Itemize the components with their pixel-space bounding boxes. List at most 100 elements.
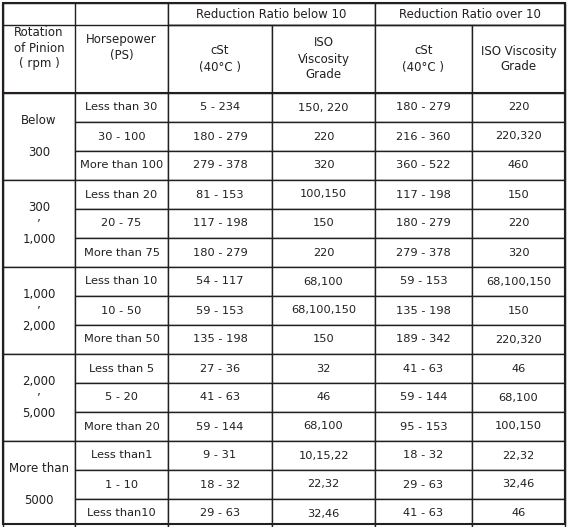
Bar	[472, 383, 565, 412]
Bar	[272, 383, 375, 412]
Text: 30 - 100: 30 - 100	[98, 132, 145, 142]
Text: 54 - 117: 54 - 117	[197, 277, 244, 287]
Bar	[272, 412, 375, 441]
Bar	[472, 209, 565, 238]
Bar	[75, 383, 168, 412]
Text: Less than1: Less than1	[91, 451, 152, 461]
Text: 68,100,150: 68,100,150	[486, 277, 551, 287]
Bar	[272, 180, 375, 209]
Text: 180 - 279: 180 - 279	[396, 102, 451, 112]
Text: 117 - 198: 117 - 198	[193, 219, 248, 229]
Text: 5 - 234: 5 - 234	[200, 102, 240, 112]
Text: Less than 5: Less than 5	[89, 364, 154, 374]
Bar	[168, 470, 272, 499]
Bar	[272, 499, 375, 527]
Text: 150: 150	[508, 190, 529, 200]
Text: 189 - 342: 189 - 342	[396, 335, 451, 345]
Bar	[168, 441, 272, 470]
Bar	[472, 441, 565, 470]
Bar	[375, 354, 472, 383]
Text: 135 - 198: 135 - 198	[193, 335, 248, 345]
Bar	[472, 122, 565, 151]
Bar	[375, 238, 472, 267]
Text: 29 - 63: 29 - 63	[200, 509, 240, 519]
Text: 150: 150	[312, 335, 335, 345]
Bar	[75, 267, 168, 296]
Bar	[375, 180, 472, 209]
Text: 10 - 50: 10 - 50	[101, 306, 141, 316]
Text: 100,150: 100,150	[300, 190, 347, 200]
Bar	[375, 267, 472, 296]
Bar	[472, 151, 565, 180]
Text: Horsepower
(PS): Horsepower (PS)	[86, 34, 157, 63]
Text: 22,32: 22,32	[307, 480, 340, 490]
Bar	[375, 209, 472, 238]
Bar	[375, 93, 472, 122]
Text: 320: 320	[313, 161, 335, 171]
Bar	[472, 238, 565, 267]
Bar	[375, 3, 565, 25]
Bar	[375, 412, 472, 441]
Text: 41 - 63: 41 - 63	[403, 364, 444, 374]
Text: 68,100: 68,100	[304, 277, 344, 287]
Bar	[75, 354, 168, 383]
Text: 220,320: 220,320	[495, 335, 542, 345]
Bar	[3, 267, 75, 354]
Text: Rotation
of Pinion
( rpm ): Rotation of Pinion ( rpm )	[14, 25, 64, 71]
Bar	[3, 3, 168, 93]
Bar	[75, 180, 168, 209]
Bar	[168, 383, 272, 412]
Bar	[272, 209, 375, 238]
Text: ISO
Viscosity
Grade: ISO Viscosity Grade	[298, 36, 349, 82]
Text: cSt
(40°C ): cSt (40°C )	[403, 44, 445, 73]
Text: 81 - 153: 81 - 153	[196, 190, 244, 200]
Text: 216 - 360: 216 - 360	[396, 132, 451, 142]
Bar	[3, 180, 75, 267]
Bar	[472, 180, 565, 209]
Text: 220: 220	[313, 132, 334, 142]
Bar	[3, 441, 75, 527]
Bar	[75, 412, 168, 441]
Text: Less than 20: Less than 20	[85, 190, 158, 200]
Text: 20 - 75: 20 - 75	[101, 219, 141, 229]
Text: 18 - 32: 18 - 32	[403, 451, 444, 461]
Bar	[75, 296, 168, 325]
Bar	[168, 93, 272, 122]
Text: 150: 150	[312, 219, 335, 229]
Bar	[375, 499, 472, 527]
Text: Less than10: Less than10	[87, 509, 156, 519]
Bar	[272, 441, 375, 470]
Bar	[3, 354, 75, 441]
Bar	[472, 412, 565, 441]
Bar	[168, 238, 272, 267]
Bar	[472, 93, 565, 122]
Text: 46: 46	[511, 509, 525, 519]
Text: Reduction Ratio below 10: Reduction Ratio below 10	[197, 7, 346, 21]
Text: More than 50: More than 50	[83, 335, 160, 345]
Bar	[375, 296, 472, 325]
Text: 360 - 522: 360 - 522	[396, 161, 451, 171]
Text: 59 - 153: 59 - 153	[400, 277, 448, 287]
Text: 180 - 279: 180 - 279	[193, 132, 248, 142]
Bar	[272, 354, 375, 383]
Text: 59 - 153: 59 - 153	[196, 306, 244, 316]
Text: 5 - 20: 5 - 20	[105, 393, 138, 403]
Text: 460: 460	[508, 161, 529, 171]
Bar	[272, 122, 375, 151]
Bar	[375, 441, 472, 470]
Bar	[75, 93, 168, 122]
Bar	[472, 325, 565, 354]
Bar	[375, 325, 472, 354]
Text: 279 - 378: 279 - 378	[193, 161, 248, 171]
Bar	[75, 441, 168, 470]
Text: 220: 220	[508, 102, 529, 112]
Bar	[75, 122, 168, 151]
Text: 1 - 10: 1 - 10	[105, 480, 138, 490]
Bar	[3, 93, 75, 180]
Bar	[272, 25, 375, 93]
Bar	[375, 122, 472, 151]
Bar	[168, 354, 272, 383]
Text: More than 100: More than 100	[80, 161, 163, 171]
Text: 32,46: 32,46	[307, 509, 340, 519]
Bar	[168, 325, 272, 354]
